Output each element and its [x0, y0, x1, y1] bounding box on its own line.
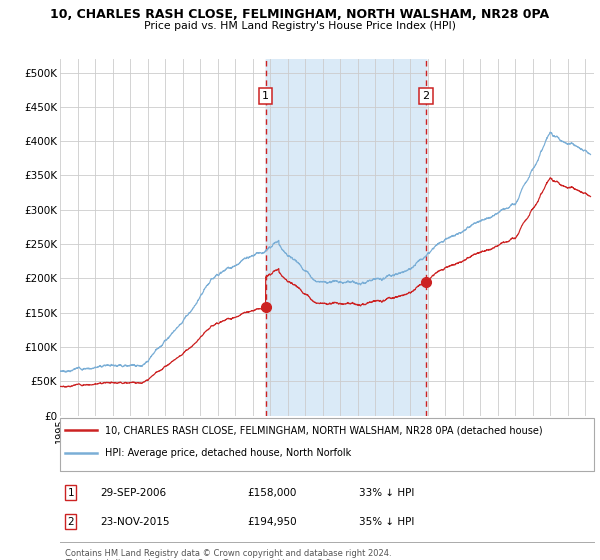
Text: £194,950: £194,950 [247, 517, 296, 527]
Text: HPI: Average price, detached house, North Norfolk: HPI: Average price, detached house, Nort… [106, 448, 352, 458]
Text: Price paid vs. HM Land Registry's House Price Index (HPI): Price paid vs. HM Land Registry's House … [144, 21, 456, 31]
Text: 1: 1 [67, 488, 74, 498]
Text: 23-NOV-2015: 23-NOV-2015 [100, 517, 170, 527]
Text: 35% ↓ HPI: 35% ↓ HPI [359, 517, 415, 527]
Text: 2: 2 [67, 517, 74, 527]
Bar [266, 59, 426, 416]
Text: Contains HM Land Registry data © Crown copyright and database right 2024.
This d: Contains HM Land Registry data © Crown c… [65, 549, 392, 560]
FancyBboxPatch shape [60, 418, 594, 471]
Bar [266, 59, 426, 416]
Text: 33% ↓ HPI: 33% ↓ HPI [359, 488, 415, 498]
Text: 10, CHARLES RASH CLOSE, FELMINGHAM, NORTH WALSHAM, NR28 0PA (detached house): 10, CHARLES RASH CLOSE, FELMINGHAM, NORT… [106, 425, 543, 435]
Text: £158,000: £158,000 [247, 488, 296, 498]
Text: 29-SEP-2006: 29-SEP-2006 [100, 488, 166, 498]
Text: 2: 2 [422, 91, 430, 101]
Text: 1: 1 [262, 91, 269, 101]
Text: 10, CHARLES RASH CLOSE, FELMINGHAM, NORTH WALSHAM, NR28 0PA: 10, CHARLES RASH CLOSE, FELMINGHAM, NORT… [50, 8, 550, 21]
Bar [266, 59, 426, 416]
